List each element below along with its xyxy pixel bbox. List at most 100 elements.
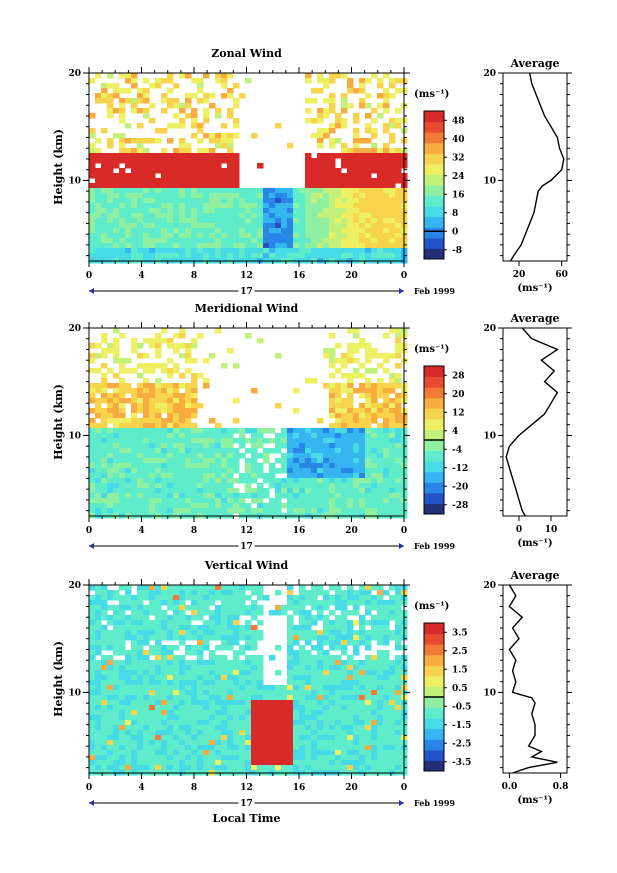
- colorbar-swatch: [424, 471, 444, 483]
- average-title: Average: [509, 57, 559, 70]
- colorbar-unit: (ms⁻¹): [414, 344, 449, 355]
- day-bar-arrow-left: [89, 800, 94, 806]
- x-tick-label: 16: [293, 271, 306, 281]
- colorbar-swatch: [424, 707, 444, 719]
- colorbar-unit: (ms⁻¹): [414, 89, 449, 100]
- colorbar-swatch: [424, 623, 444, 635]
- y-tick-label: 10: [68, 688, 81, 698]
- x-tick-label: 16: [293, 783, 306, 793]
- colorbar-swatch: [424, 450, 444, 462]
- colorbar-swatch: [424, 376, 444, 388]
- colorbar-swatch: [424, 397, 444, 409]
- avg-unit: (ms⁻¹): [517, 538, 552, 549]
- colorbar-tick-label: 32: [452, 153, 465, 163]
- date-label: Feb 1999: [414, 286, 455, 296]
- colorbar-swatch: [424, 185, 444, 197]
- day-bar-arrow-right: [399, 800, 404, 806]
- average-frame: [502, 584, 568, 774]
- day-label: 17: [240, 542, 253, 552]
- colorbar-swatch: [424, 418, 444, 430]
- x-tick-label: 12: [240, 526, 253, 536]
- panel-title: Meridional Wind: [195, 302, 299, 315]
- colorbar-tick-label: 1.5: [452, 665, 468, 675]
- colorbar-frame: [423, 110, 445, 260]
- colorbar-swatch: [424, 387, 444, 399]
- colorbar-swatch: [424, 739, 444, 751]
- day-label-bg: [238, 286, 255, 296]
- heatmap-field: [89, 585, 408, 776]
- colorbar-swatch: [424, 686, 444, 698]
- x-tick-label: 8: [191, 526, 197, 536]
- day-label-bg: [238, 541, 255, 551]
- x-tick-label: 20: [345, 783, 358, 793]
- colorbar-swatch: [424, 153, 444, 165]
- colorbar-swatch: [424, 633, 444, 645]
- colorbar-tick-label: -28: [452, 501, 468, 511]
- colorbar-tick-label: -4: [452, 445, 462, 455]
- colorbar-tick-label: 0.5: [452, 684, 468, 694]
- colorbar-swatch: [424, 503, 444, 515]
- colorbar-tick-label: -1.5: [452, 721, 471, 731]
- x-tick-label: 0: [86, 526, 92, 536]
- colorbar: [423, 110, 445, 260]
- x-tick-label: 0: [401, 526, 407, 536]
- heatmap-field: [89, 328, 408, 519]
- day-label: 17: [240, 799, 253, 809]
- y-tick-label: 20: [68, 581, 81, 591]
- x-tick-label: 0: [86, 271, 92, 281]
- x-tick-label: 8: [191, 271, 197, 281]
- avg-y-tick-label: 20: [483, 324, 496, 334]
- panel-title: Zonal Wind: [211, 47, 282, 60]
- x-tick-label: 4: [138, 526, 144, 536]
- colorbar-tick-label: 3.5: [452, 628, 468, 638]
- panel-1: Meridional Wind 10 20 Height (km) 0 4 8 12 16 20 0…: [52, 302, 572, 552]
- y-tick-label: 10: [68, 176, 81, 186]
- colorbar-swatch: [424, 654, 444, 666]
- colorbar-swatch: [424, 163, 444, 175]
- colorbar-swatch: [424, 142, 444, 154]
- colorbar-swatch: [424, 675, 444, 687]
- colorbar-swatch: [424, 366, 444, 378]
- colorbar-swatch: [424, 644, 444, 656]
- colorbar-swatch: [424, 718, 444, 730]
- x-tick-label: 12: [240, 271, 253, 281]
- avg-y-tick-label: 20: [483, 581, 496, 591]
- colorbar-swatch: [424, 216, 444, 228]
- avg-x-tick-label: 20: [513, 270, 526, 280]
- average-profile: Average 10 20 0 10 (ms⁻¹): [483, 312, 572, 549]
- panel-2: Vertical Wind 10 20 Height (km) 0 4 8 12 16 20 0 17…: [52, 559, 572, 809]
- colorbar: [423, 365, 445, 515]
- average-profile-line: [509, 72, 565, 262]
- avg-y-tick-label: 20: [483, 69, 496, 79]
- colorbar-tick-label: 28: [452, 371, 465, 381]
- colorbar-swatch: [424, 121, 444, 133]
- x-tick-label: 20: [345, 526, 358, 536]
- colorbar-tick-label: -20: [452, 482, 468, 492]
- avg-x-tick-label: 0.0: [502, 782, 518, 792]
- colorbar-swatch: [424, 440, 444, 452]
- y-tick-label: 20: [68, 324, 81, 334]
- average-profile-line: [508, 584, 558, 774]
- colorbar-tick-label: -0.5: [452, 702, 471, 712]
- avg-x-tick-label: 0.8: [553, 782, 569, 792]
- colorbar-swatch: [424, 195, 444, 207]
- colorbar-tick-label: 4: [452, 427, 458, 437]
- colorbar-tick-label: 12: [452, 408, 465, 418]
- colorbar-tick-label: 8: [452, 209, 458, 219]
- colorbar-tick-label: 48: [452, 116, 465, 126]
- colorbar-swatch: [424, 227, 444, 239]
- x-tick-label: 0: [401, 271, 407, 281]
- day-bar-arrow-right: [399, 543, 404, 549]
- colorbar-swatch: [424, 760, 444, 772]
- average-profile: Average 10 20 20 60(ms⁻¹): [483, 57, 572, 294]
- average-frame: [502, 327, 568, 517]
- x-tick-label: 0: [86, 783, 92, 793]
- y-axis-label: Height (km): [52, 384, 65, 460]
- panel-title: Vertical Wind: [204, 559, 289, 572]
- x-tick-label: 20: [345, 271, 358, 281]
- colorbar-swatch: [424, 132, 444, 144]
- avg-y-tick-label: 10: [483, 688, 496, 698]
- colorbar-swatch: [424, 492, 444, 504]
- colorbar-swatch: [424, 248, 444, 260]
